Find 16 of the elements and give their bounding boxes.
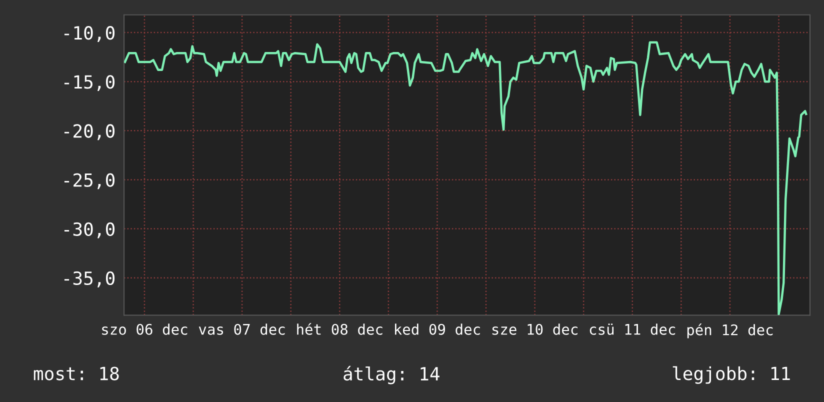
x-tick-label: hét 08 dec bbox=[297, 322, 382, 335]
x-tick-label: sze 10 dec bbox=[492, 324, 578, 335]
y-tick-label: -20,0 bbox=[64, 124, 115, 140]
x-tick-label: pén 12 dec bbox=[687, 324, 773, 338]
y-tick-label: -15,0 bbox=[64, 75, 115, 92]
x-tick-label: szo 06 dec bbox=[102, 324, 188, 335]
y-tick-label: -35,0 bbox=[64, 271, 115, 288]
y-tick-label: -10,0 bbox=[64, 26, 115, 42]
x-tick-label: ked 09 dec bbox=[395, 324, 480, 335]
x-tick-label: csü 11 dec bbox=[590, 324, 676, 335]
text: legjobb: 11 bbox=[672, 366, 790, 384]
text: most: 18 bbox=[34, 366, 119, 380]
x-tick-label: vas 07 dec bbox=[198, 324, 285, 335]
y-tick-label: -30,0 bbox=[64, 222, 115, 238]
text: átlag: 14 bbox=[344, 366, 440, 384]
y-tick-label: -25,0 bbox=[64, 173, 115, 190]
